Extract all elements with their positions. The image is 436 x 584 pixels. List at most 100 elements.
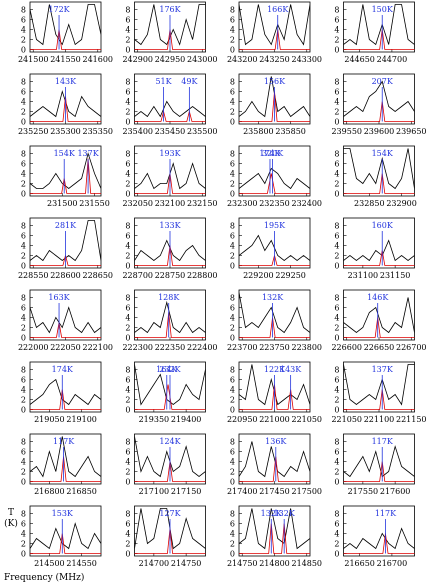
annotation-label: 207K xyxy=(372,77,394,86)
y-tick-label: 8 xyxy=(125,150,130,159)
y-tick-label: 0 xyxy=(21,46,26,55)
y-tick-label: 4 xyxy=(334,314,339,323)
spectrum-line xyxy=(30,378,101,406)
x-tick-label: 214700 xyxy=(139,559,170,568)
spectrum-line xyxy=(239,523,310,554)
y-tick-label: 2 xyxy=(230,468,235,477)
y-tick-label: 0 xyxy=(21,550,26,559)
spectrum-line xyxy=(239,4,310,46)
spectrum-line xyxy=(239,292,310,334)
x-tick-label: 232300 xyxy=(227,199,258,208)
annotation-label: 122K xyxy=(264,365,286,374)
y-tick-label: 6 xyxy=(21,304,26,313)
x-tick-label: 229250 xyxy=(275,271,306,280)
y-tick-label: 4 xyxy=(21,26,26,35)
x-tick-label: 241500 xyxy=(18,55,49,64)
y-tick-label: 8 xyxy=(21,222,26,231)
annotation-label: 163K xyxy=(48,293,70,302)
x-tick-label: 222000 xyxy=(18,343,49,352)
y-tick-label: 0 xyxy=(334,262,339,271)
y-tick-label: 8 xyxy=(334,78,339,87)
x-tick-label: 228550 xyxy=(18,271,49,280)
x-tick-label: 217600 xyxy=(380,487,411,496)
x-tick-label: 243250 xyxy=(259,55,290,64)
annotation-label: 320K xyxy=(262,149,284,158)
y-tick-label: 4 xyxy=(125,530,130,539)
annotation-label: 156K xyxy=(264,77,286,86)
y-tick-label: 4 xyxy=(334,98,339,107)
y-tick-label: 0 xyxy=(334,118,339,127)
y-tick-label: 8 xyxy=(125,222,130,231)
spectrum-line xyxy=(343,527,415,550)
y-tick-label: 4 xyxy=(125,26,130,35)
x-tick-label: 232900 xyxy=(386,199,417,208)
y-tick-label: 2 xyxy=(125,108,130,117)
annotation-label: 232K xyxy=(159,365,181,374)
annotation-label: 174K xyxy=(52,365,74,374)
y-tick-label: 2 xyxy=(21,180,26,189)
y-tick-label: 6 xyxy=(230,160,235,169)
x-tick-label: 219400 xyxy=(171,415,202,424)
spectrum-line xyxy=(134,100,206,118)
y-tick-label: 4 xyxy=(125,458,130,467)
x-tick-label: 239650 xyxy=(396,127,427,136)
x-tick-label: 222100 xyxy=(82,343,113,352)
x-tick-label: 217150 xyxy=(171,487,202,496)
x-tick-label: 219350 xyxy=(139,415,170,424)
plot-frame xyxy=(134,505,206,557)
x-tick-label: 221100 xyxy=(364,415,395,424)
x-tick-label: 244700 xyxy=(377,55,408,64)
y-tick-label: 6 xyxy=(334,376,339,385)
spectrum-line xyxy=(343,364,415,406)
y-tick-label: 4 xyxy=(21,530,26,539)
y-tick-label: 2 xyxy=(125,468,130,477)
y-tick-label: 0 xyxy=(125,478,130,487)
x-tick-label: 216850 xyxy=(66,487,97,496)
x-tick-label: 217550 xyxy=(348,487,379,496)
plot-frame xyxy=(238,217,311,269)
y-tick-label: 0 xyxy=(125,406,130,415)
y-tick-label: 8 xyxy=(334,222,339,231)
x-tick-label: 222300 xyxy=(122,343,153,352)
y-tick-label: 2 xyxy=(125,396,130,405)
annotation-label: 136K xyxy=(265,437,287,446)
x-tick-label: 214750 xyxy=(171,559,202,568)
x-tick-label: 228650 xyxy=(82,271,113,280)
y-tick-label: 2 xyxy=(21,468,26,477)
y-tick-label: 4 xyxy=(21,458,26,467)
x-tick-label: 231550 xyxy=(79,199,110,208)
y-tick-label: 6 xyxy=(230,520,235,529)
y-tick-label: 0 xyxy=(230,262,235,271)
annotation-label: 176K xyxy=(159,5,181,14)
spectrum-line xyxy=(239,508,310,550)
y-tick-label: 8 xyxy=(334,294,339,303)
annotation-label: 150K xyxy=(372,5,394,14)
y-tick-label: 0 xyxy=(125,190,130,199)
x-tick-label: 232400 xyxy=(291,199,322,208)
x-tick-label: 232050 xyxy=(122,199,153,208)
x-tick-label: 214800 xyxy=(259,559,290,568)
annotation-label: 117K xyxy=(375,509,397,518)
y-tick-label: 4 xyxy=(230,530,235,539)
y-tick-label: 6 xyxy=(21,232,26,241)
y-tick-label: 6 xyxy=(334,16,339,25)
y-tick-label: 0 xyxy=(334,550,339,559)
y-tick-label: 6 xyxy=(334,88,339,97)
x-tick-label: 231100 xyxy=(348,271,379,280)
y-tick-label: 2 xyxy=(334,252,339,261)
x-tick-label: 242900 xyxy=(122,55,153,64)
x-tick-label: 241600 xyxy=(82,55,113,64)
x-tick-label: 239550 xyxy=(331,127,362,136)
spectrum-line xyxy=(343,533,415,554)
annotation-label: 193K xyxy=(159,149,181,158)
